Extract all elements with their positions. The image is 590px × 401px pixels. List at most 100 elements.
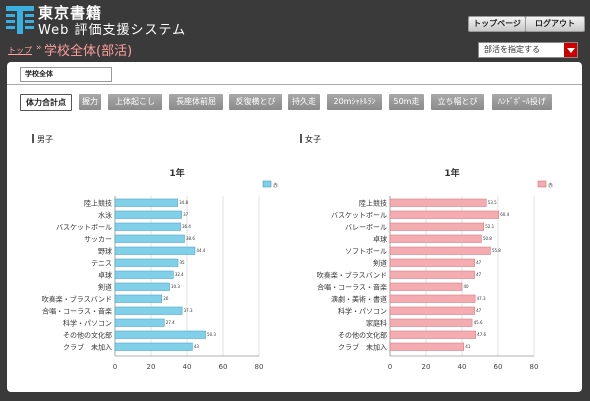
girls-category-label: 陸上競技 — [359, 199, 387, 208]
boys-bar-chart: 1年赤 0 20 40 60 80 陸上競技 34.8 水泳 37 バスケットボール 36.4 サッカー… — [7, 160, 287, 390]
brand-subtitle: Web 評価支援システム — [38, 23, 187, 38]
boys-bar — [114, 342, 193, 351]
school-select[interactable]: 学校全体 — [20, 67, 112, 82]
boys-category-label: クラブ 未加入 — [63, 343, 112, 352]
divider — [7, 84, 582, 85]
girls-category-label: 科学・パソコン — [338, 307, 387, 316]
boys-bar — [114, 210, 182, 219]
girls-bar-chart: 1年赤 0 20 40 60 80 陸上競技 53.5 バスケットボール 60.4 バレーボール 52… — [282, 160, 562, 390]
tab-side-step[interactable]: 反復横とび — [229, 94, 282, 110]
boys-legend-label: 赤 — [273, 183, 278, 189]
girls-value-label: 60.4 — [500, 212, 509, 217]
girls-value-label: 52.1 — [485, 224, 494, 229]
boys-category-label: 卓球 — [98, 271, 112, 280]
girls-category-label: ソフトボール — [345, 248, 387, 256]
boys-section-text: 男子 — [37, 135, 53, 144]
breadcrumb-separator: » — [36, 43, 42, 53]
girls-bar — [389, 294, 476, 303]
girls-value-label: 47 — [476, 272, 482, 277]
tab-grip[interactable]: 握力 — [79, 94, 101, 110]
girls-x-tick-label: 40 — [458, 363, 467, 371]
boys-bar — [114, 306, 183, 315]
boys-value-label: 36.4 — [182, 224, 191, 229]
tab-sit-ups[interactable]: 上体起こし — [108, 94, 162, 110]
girls-category-label: その他の文化部 — [338, 331, 387, 340]
boys-bar — [114, 222, 181, 231]
tab-standing-long-jump[interactable]: 立ち幅とび — [431, 94, 484, 110]
boys-x-tick-label: 60 — [219, 363, 228, 371]
girls-bar — [389, 342, 465, 351]
girls-x-tick-label: 60 — [494, 363, 503, 371]
logout-button[interactable]: ログアウト — [525, 16, 585, 32]
girls-legend-swatch — [537, 180, 547, 188]
tokyo-shoseki-logo-icon — [6, 6, 34, 34]
girls-legend-label: 赤 — [548, 183, 553, 189]
boys-category-label: 合唱・コーラス・音楽 — [42, 307, 112, 316]
boys-category-label: 野球 — [98, 247, 112, 256]
girls-category-label: 家庭科 — [366, 319, 387, 328]
tab-sit-and-reach[interactable]: 長座体前屈 — [169, 94, 223, 110]
boys-value-label: 34.8 — [179, 200, 188, 205]
boys-legend-swatch — [262, 180, 272, 188]
boys-value-label: 32.4 — [175, 272, 184, 277]
girls-category-label: クラブ 未加入 — [338, 343, 387, 352]
girls-bar — [389, 246, 491, 255]
tab-20m-shuttle-run[interactable]: 20mｼｬﾄﾙﾗﾝ — [327, 94, 382, 110]
club-select[interactable]: 部活を指定する — [478, 42, 578, 58]
girls-value-label: 45.6 — [474, 320, 483, 325]
page-title: 学校全体(部活) — [44, 44, 133, 59]
girls-bar — [389, 258, 475, 267]
main-panel: 学校全体 体力合計点 握力 上体起こし 長座体前屈 反復横とび 持久走 20mｼ… — [7, 62, 582, 392]
chevron-down-icon[interactable] — [564, 43, 577, 57]
tab-50m-dash[interactable]: 50m走 — [389, 94, 424, 110]
tab-endurance-run[interactable]: 持久走 — [288, 94, 320, 110]
boys-value-label: 27.4 — [166, 320, 175, 325]
boys-value-label: 30.3 — [171, 284, 180, 289]
boys-x-tick-label: 20 — [147, 363, 156, 371]
boys-bar — [114, 258, 179, 267]
boys-bar — [114, 198, 178, 207]
girls-value-label: 47 — [476, 260, 482, 265]
girls-section-label: 女子 — [300, 134, 321, 145]
boys-value-label: 44.4 — [196, 248, 205, 253]
boys-x-tick-label: 0 — [113, 363, 117, 371]
boys-bar — [114, 282, 170, 291]
boys-bar — [114, 294, 163, 303]
girls-bar — [389, 234, 482, 243]
girls-chart-svg: 1年赤 0 20 40 60 80 陸上競技 53.5 バスケットボール 60.4 バレーボール 52… — [317, 167, 553, 371]
girls-category-label: 演劇・美術・書道 — [331, 295, 387, 304]
girls-bar — [389, 330, 476, 339]
girls-category-label: 合唱・コーラス・音楽 — [317, 283, 387, 292]
tab-handball-throw[interactable]: ﾊﾝﾄﾞﾎﾞｰﾙ投げ — [492, 94, 552, 110]
girls-bar — [389, 306, 475, 315]
top-page-button[interactable]: トップページ — [468, 16, 526, 32]
girls-value-label: 50.8 — [483, 236, 492, 241]
boys-bar — [114, 330, 206, 339]
boys-category-label: 吹奏楽・ブラスバンド — [42, 295, 112, 304]
girls-value-label: 40 — [464, 284, 470, 289]
girls-value-label: 41 — [465, 344, 471, 349]
boys-value-label: 50.3 — [207, 332, 216, 337]
boys-category-label: バスケットボール — [56, 224, 112, 232]
boys-category-label: 剣道 — [98, 283, 112, 292]
breadcrumb-top-link[interactable]: トップ — [8, 46, 32, 55]
girls-bar — [389, 198, 487, 207]
boys-bar — [114, 318, 165, 327]
girls-category-label: 吹奏楽・ブラスバンド — [317, 271, 387, 280]
boys-bar — [114, 270, 174, 279]
girls-category-label: 剣道 — [373, 259, 387, 268]
girls-x-tick-label: 80 — [530, 363, 539, 371]
girls-section-text: 女子 — [305, 135, 321, 144]
girls-category-label: バレーボール — [345, 224, 387, 232]
girls-value-label: 47 — [476, 308, 482, 313]
boys-bar — [114, 246, 196, 255]
boys-category-label: 水泳 — [98, 211, 112, 220]
boys-category-label: その他の文化部 — [63, 331, 112, 340]
boys-category-label: テニス — [91, 260, 112, 268]
girls-bar — [389, 210, 499, 219]
girls-value-label: 53.5 — [488, 200, 497, 205]
girls-x-tick-label: 20 — [422, 363, 431, 371]
boys-value-label: 37.3 — [184, 308, 193, 313]
club-select-value: 部活を指定する — [484, 45, 540, 54]
tab-total-score[interactable]: 体力合計点 — [20, 94, 72, 111]
